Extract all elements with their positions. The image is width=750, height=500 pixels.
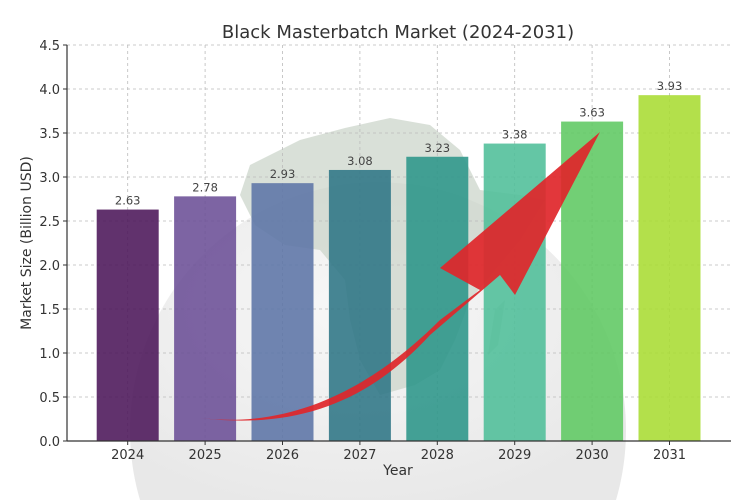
y-tick-label: 0.0 [39,435,60,450]
bar-2031 [638,95,701,441]
bar-2025 [174,196,237,441]
x-tick-label-2030: 2030 [576,448,609,463]
data-label-2030: 3.63 [579,106,605,120]
y-tick-label: 4.0 [39,83,60,98]
data-label-2024: 2.63 [115,194,141,208]
x-ticks: 2024 2025 2026 2027 2028 2029 2030 2031 [111,441,686,463]
x-tick-label-2025: 2025 [189,448,222,463]
chart-title: Black Masterbatch Market (2024-2031) [222,22,574,43]
data-label-2027: 3.08 [347,154,373,168]
data-label-2031: 3.93 [657,79,683,93]
y-tick-label: 2.0 [39,259,60,274]
bar-2028 [406,156,469,441]
x-tick-label-2031: 2031 [653,448,686,463]
y-axis-label: Market Size (Billion USD) [19,156,35,330]
data-label-2029: 3.38 [502,128,528,142]
africa-map [240,118,545,395]
data-label-2025: 2.78 [192,180,218,194]
y-tick-label: 2.5 [39,215,60,230]
x-axis-label: Year [382,463,413,479]
bar-2024 [96,209,159,441]
x-tick-label-2029: 2029 [498,448,531,463]
x-tick-label-2027: 2027 [343,448,376,463]
bar-2026 [251,183,314,441]
y-tick-label: 3.5 [39,127,60,142]
y-tick-label: 3.0 [39,171,60,186]
y-tick-label: 1.0 [39,347,60,362]
data-label-2028: 3.23 [424,141,450,155]
x-tick-label-2028: 2028 [421,448,454,463]
x-tick-label-2026: 2026 [266,448,299,463]
x-tick-label-2024: 2024 [111,448,144,463]
data-labels: 2.63 2.78 2.93 3.08 3.23 3.38 3.63 3.93 [115,79,682,207]
trend-arrow [200,132,600,421]
y-tick-label: 1.5 [39,303,60,318]
y-ticks: 0.0 0.5 1.0 1.5 2.0 2.5 3.0 3.5 4.0 4.5 [39,39,67,450]
y-tick-label: 4.5 [39,39,60,54]
data-label-2026: 2.93 [270,167,296,181]
y-tick-label: 0.5 [39,391,60,406]
